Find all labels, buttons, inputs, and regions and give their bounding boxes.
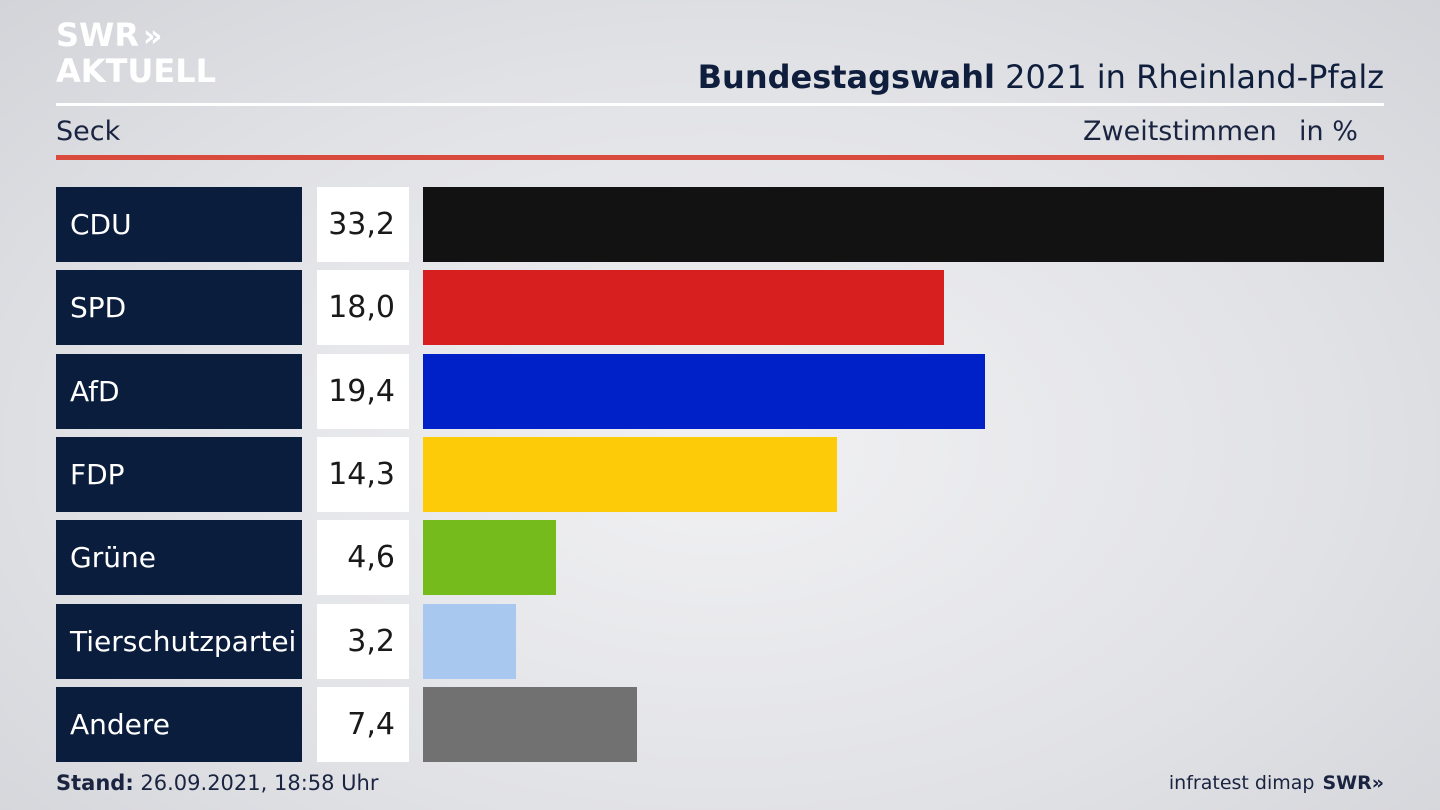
value-label: 4,6 — [317, 520, 409, 596]
bar — [423, 187, 1384, 262]
region-name: Seck — [56, 116, 121, 147]
category-label: Andere — [56, 686, 302, 762]
value-label: 19,4 — [317, 353, 409, 429]
source-credit: infratest dimap SWR» — [1169, 772, 1384, 794]
page-title: Bundestagswahl 2021 in Rheinland-Pfalz — [698, 58, 1384, 96]
bar — [423, 270, 944, 346]
header-divider — [56, 103, 1384, 106]
bar — [423, 436, 837, 512]
chart-row: Tierschutzpartei 3,2 — [56, 603, 1384, 679]
logo-text-aktuell: AKTUELL — [56, 52, 217, 90]
value-label: 14,3 — [317, 436, 409, 512]
value-label: 7,4 — [317, 686, 409, 762]
chart-row: Andere 7,4 — [56, 686, 1384, 762]
value-label: 18,0 — [317, 270, 409, 346]
bar — [423, 603, 516, 679]
chart-row: Grüne 4,6 — [56, 520, 1384, 596]
category-label: FDP — [56, 436, 302, 512]
accent-divider — [56, 155, 1384, 160]
bar — [423, 353, 985, 429]
bar — [423, 520, 556, 596]
source-label: infratest dimap — [1168, 772, 1315, 794]
title-bold: Bundestagswahl — [697, 58, 995, 96]
logo-swr: SWR — [56, 16, 139, 54]
swr-aktuell-logo: SWR» AKTUELL — [56, 18, 256, 90]
timestamp: Stand: 26.09.2021, 18:58 Uhr — [56, 771, 379, 795]
stand-value: 26.09.2021, 18:58 Uhr — [133, 771, 379, 795]
logo-chevron-icon: » — [142, 19, 163, 54]
value-label: 3,2 — [317, 603, 409, 679]
logo-text-swr: SWR» — [56, 18, 256, 54]
swr-brand-logo: SWR» — [1322, 772, 1384, 794]
measure-label: Zweitstimmen — [1083, 116, 1277, 147]
category-label: SPD — [56, 270, 302, 346]
stand-label: Stand: — [56, 771, 134, 795]
value-label: 33,2 — [317, 187, 409, 262]
chart-row: AfD 19,4 — [56, 353, 1384, 429]
category-label: CDU — [56, 187, 302, 262]
category-label: Tierschutzpartei — [56, 603, 302, 679]
category-label: Grüne — [56, 520, 302, 596]
chart-row: FDP 14,3 — [56, 436, 1384, 512]
chart-row: CDU 33,2 — [56, 187, 1384, 262]
category-label: AfD — [56, 353, 302, 429]
title-rest: 2021 in Rheinland-Pfalz — [995, 58, 1384, 96]
bar — [423, 686, 637, 762]
unit-label: in % — [1299, 116, 1358, 147]
chart-row: SPD 18,0 — [56, 270, 1384, 346]
